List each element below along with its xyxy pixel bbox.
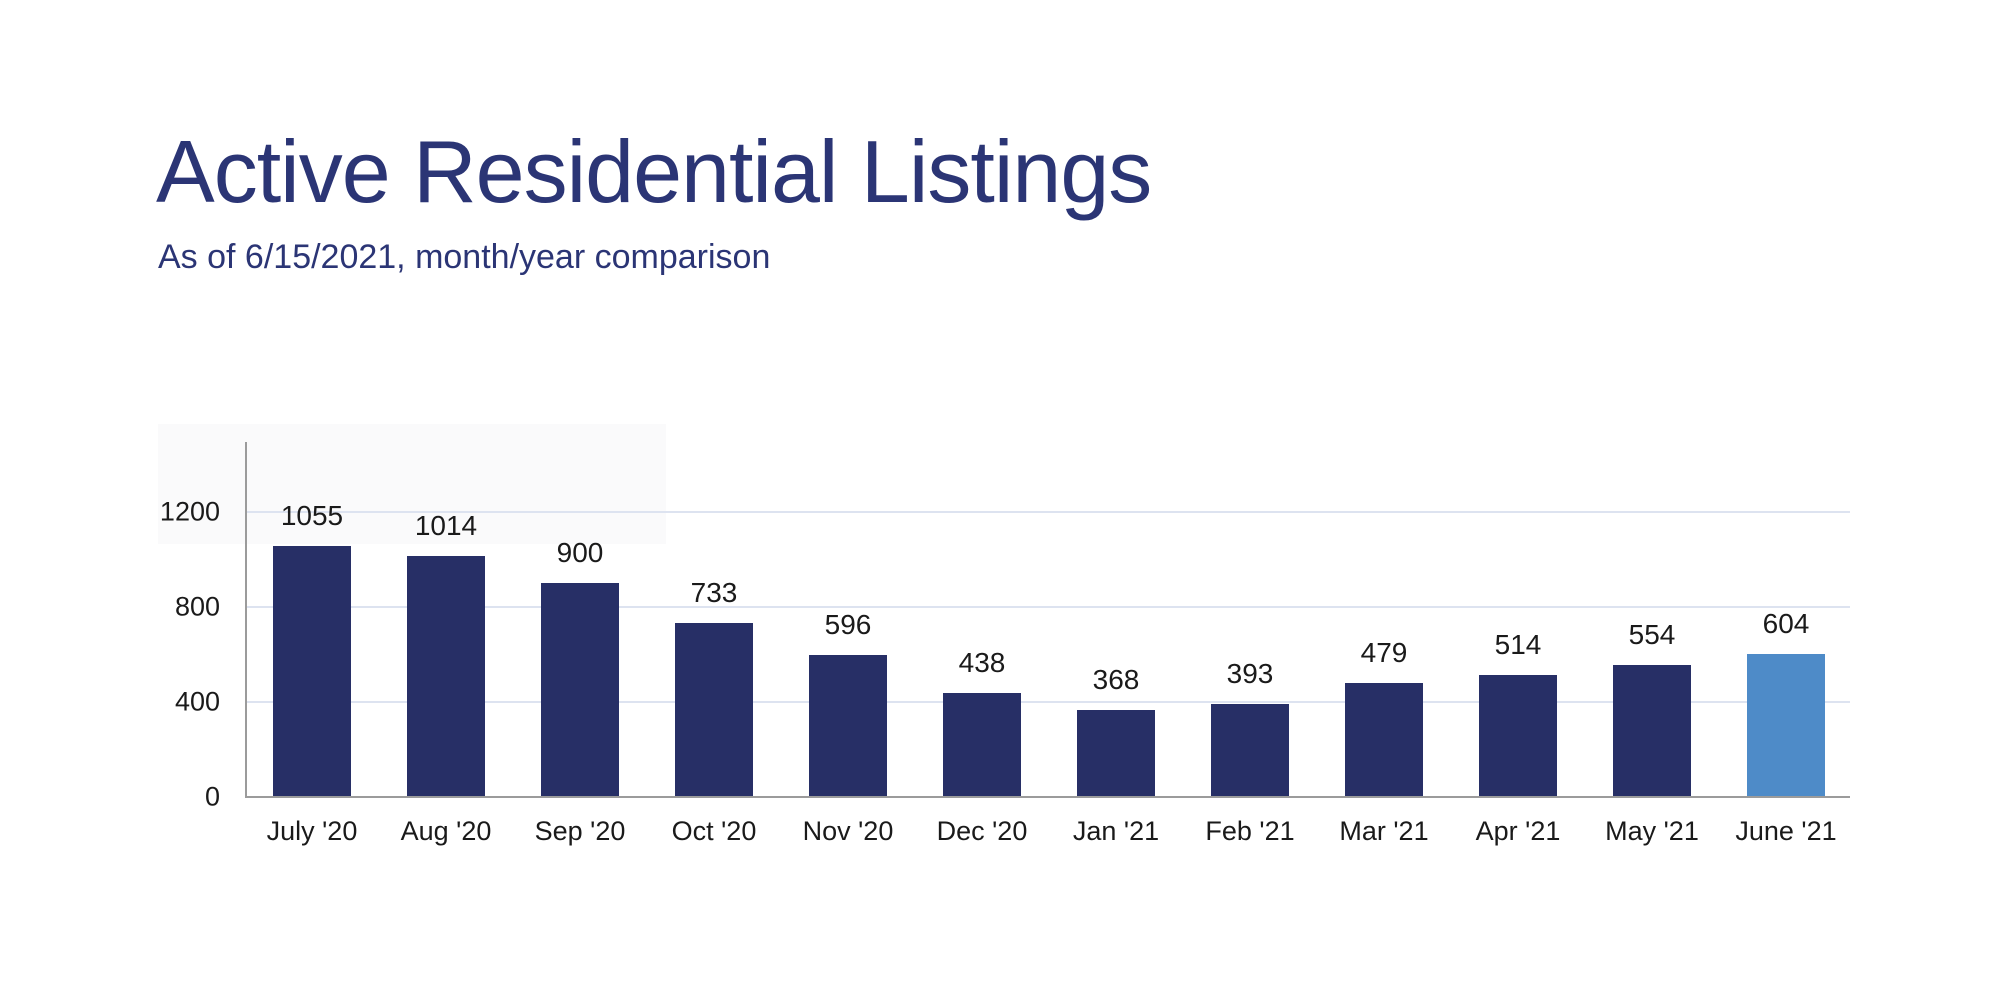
gridline-800 — [245, 606, 1850, 608]
y-axis-tick-0: 0 — [204, 781, 220, 812]
x-axis-label-sep-20: Sep '20 — [534, 816, 626, 846]
value-label-july-20: 1055 — [280, 500, 344, 531]
bar-apr-21 — [1479, 675, 1557, 797]
x-axis-label-dec-20: Dec '20 — [936, 816, 1028, 846]
x-axis-label-oct-20: Oct '20 — [671, 816, 757, 846]
value-label-dec-20: 438 — [958, 647, 1006, 678]
bar-jan-21 — [1077, 710, 1155, 797]
value-label-sep-20: 900 — [556, 537, 604, 568]
bar-feb-21 — [1211, 704, 1289, 797]
x-axis-line — [245, 796, 1850, 798]
value-label-jan-21: 368 — [1092, 664, 1140, 695]
bar-june-21 — [1747, 654, 1825, 797]
y-axis-tick-400: 400 — [174, 686, 220, 717]
y-axis-tick-800: 800 — [174, 591, 220, 622]
x-axis-label-mar-21: Mar '21 — [1339, 816, 1429, 846]
value-label-feb-21: 393 — [1226, 658, 1274, 689]
x-axis-label-aug-20: Aug '20 — [400, 816, 492, 846]
gridline-1200 — [245, 511, 1850, 513]
y-axis-line — [245, 442, 247, 797]
page-subtitle: As of 6/15/2021, month/year comparison — [158, 238, 771, 276]
value-label-oct-20: 733 — [690, 577, 738, 608]
value-label-apr-21: 514 — [1494, 629, 1542, 660]
y-axis-tick-1200: 1200 — [159, 496, 220, 527]
x-axis-label-jan-21: Jan '21 — [1072, 816, 1160, 846]
bar-aug-20 — [407, 556, 485, 797]
x-axis-label-july-20: July '20 — [266, 816, 358, 846]
value-label-may-21: 554 — [1628, 619, 1676, 650]
bar-nov-20 — [809, 655, 887, 797]
bar-dec-20 — [943, 693, 1021, 797]
bar-sep-20 — [541, 583, 619, 797]
bar-mar-21 — [1345, 683, 1423, 797]
x-axis-label-nov-20: Nov '20 — [802, 816, 894, 846]
x-axis-label-feb-21: Feb '21 — [1205, 816, 1295, 846]
value-label-mar-21: 479 — [1360, 637, 1408, 668]
x-axis-label-may-21: May '21 — [1605, 816, 1699, 846]
x-axis-label-june-21: June '21 — [1735, 816, 1837, 846]
page-title: Active Residential Listings — [156, 122, 1152, 221]
chart-background-corner — [158, 424, 666, 544]
bar-may-21 — [1613, 665, 1691, 797]
value-label-nov-20: 596 — [824, 609, 872, 640]
value-label-aug-20: 1014 — [414, 510, 478, 541]
bar-july-20 — [273, 546, 351, 797]
bar-oct-20 — [675, 623, 753, 797]
value-label-june-21: 604 — [1762, 608, 1810, 639]
gridline-400 — [245, 701, 1850, 703]
x-axis-label-apr-21: Apr '21 — [1475, 816, 1561, 846]
